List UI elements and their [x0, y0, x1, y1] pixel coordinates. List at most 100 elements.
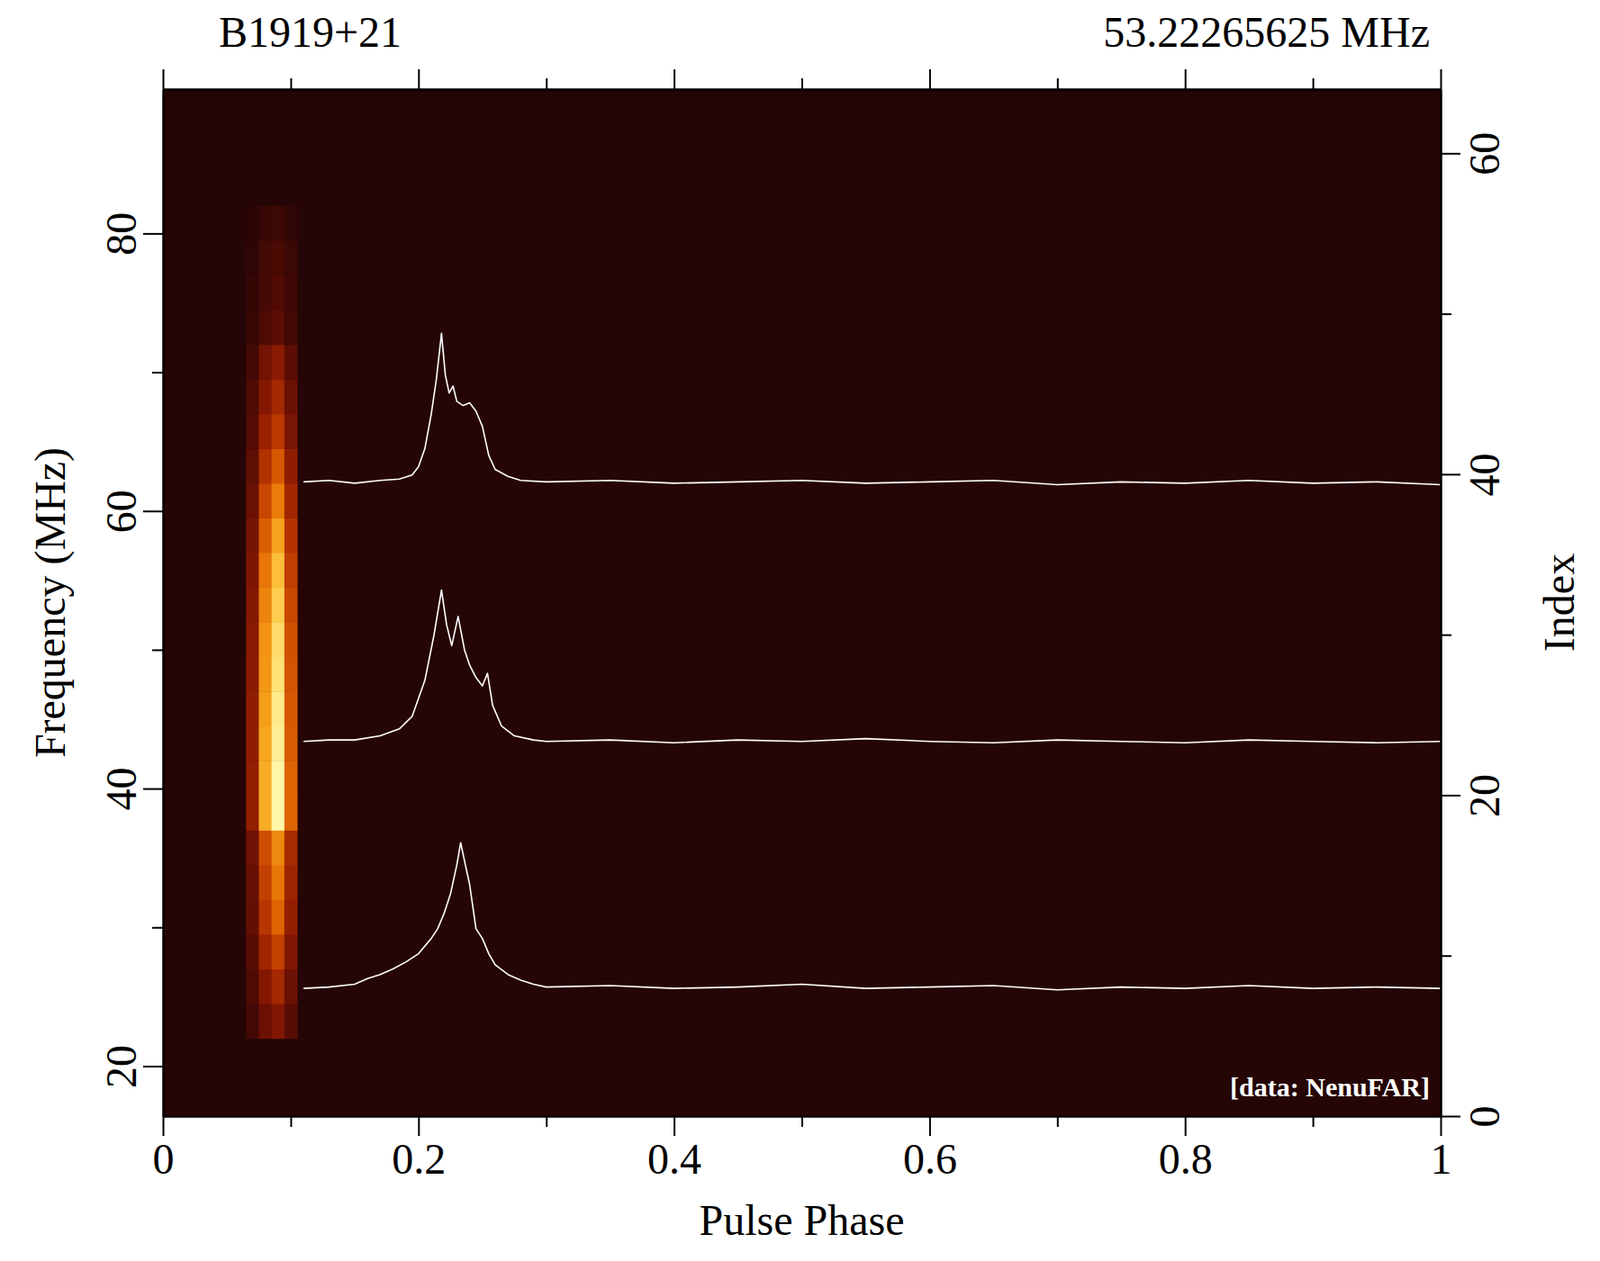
heatmap-cell: [271, 309, 286, 345]
heatmap-cell: [284, 379, 299, 415]
tick-mark: [1440, 69, 1443, 90]
tick-mark: [289, 78, 292, 90]
tick-mark: [1184, 69, 1187, 90]
heatmap-cell: [245, 622, 260, 658]
axis-line: [1440, 90, 1443, 1118]
heatmap-cell: [271, 726, 286, 762]
tick: [802, 1116, 804, 1128]
tick: [1312, 1116, 1314, 1128]
heatmap-cell: [284, 552, 299, 588]
plot-background: [162, 89, 1441, 1117]
tick: 0.6: [903, 1116, 958, 1184]
tick-mark: [152, 649, 163, 651]
tick-mark: [417, 69, 420, 90]
heatmap-cell: [258, 240, 272, 276]
heatmap-cell: [284, 483, 299, 519]
heatmap-cell: [245, 760, 260, 796]
heatmap-cell: [271, 899, 286, 935]
tick-label: 0.4: [647, 1135, 702, 1184]
tick-mark: [1057, 78, 1059, 90]
tick: 40: [1440, 452, 1509, 497]
tick-label: 60: [97, 489, 145, 534]
tick-mark: [152, 927, 163, 930]
heatmap-cell: [284, 344, 299, 380]
heatmap-cell: [258, 1003, 272, 1040]
tick: [162, 69, 164, 90]
heatmap-cell: [245, 795, 260, 832]
tick: [152, 650, 163, 651]
heatmap-cell: [258, 969, 272, 1005]
tick-mark: [673, 69, 676, 90]
tick: 0: [153, 1116, 175, 1184]
tick-mark: [143, 510, 163, 513]
heatmap-cell: [245, 309, 260, 345]
heatmap-cell: [258, 483, 272, 519]
heatmap-cell: [245, 448, 260, 484]
tick: 0.2: [391, 1116, 446, 1184]
tick-mark: [1057, 1116, 1059, 1128]
plot-area: [162, 89, 1441, 1117]
heatmap-cell: [245, 587, 260, 624]
heatmap-cell: [284, 275, 299, 311]
tick-mark: [929, 69, 932, 90]
heatmap-cell: [245, 657, 260, 693]
heatmap-cell: [258, 517, 272, 553]
heatmap-cell: [284, 414, 299, 450]
tick: 80: [97, 212, 163, 256]
tick-mark: [162, 1116, 165, 1137]
tick: [546, 1116, 548, 1128]
tick: [1184, 69, 1186, 90]
tick: [1057, 1116, 1058, 1128]
heatmap-cell: [245, 969, 260, 1005]
profiles: [303, 333, 1441, 990]
heatmap-cell: [245, 206, 260, 242]
tick-mark: [673, 1116, 676, 1137]
pulse-profile: [303, 590, 1441, 744]
heatmap-cell: [258, 587, 272, 624]
tick-mark: [1440, 955, 1452, 958]
pulse-profile: [303, 842, 1441, 990]
chart: 00.20.40.60.81204060800204060B1919+2153.…: [0, 0, 1600, 1261]
heatmap-cell: [258, 379, 272, 415]
x-axis: 00.20.40.60.81: [153, 1116, 1453, 1184]
tick: [929, 69, 931, 90]
axis-line: [162, 90, 165, 1118]
heatmap-cell: [258, 657, 272, 693]
tick: [152, 372, 163, 374]
heatmap-cell: [271, 830, 286, 866]
tick: [290, 1116, 292, 1128]
tick: 1: [1430, 1116, 1453, 1184]
heatmap-cell: [258, 795, 272, 832]
heatmap-cell: [245, 726, 260, 762]
tick-mark: [143, 1066, 163, 1068]
heatmap-cell: [271, 448, 286, 484]
heatmap-cell: [271, 760, 286, 796]
tick: [802, 78, 804, 90]
heatmap-cell: [258, 622, 272, 658]
heatmap-cell: [258, 448, 272, 484]
heatmap-cell: [271, 517, 286, 553]
heatmap-cell: [245, 934, 260, 970]
tick-label: 1: [1430, 1135, 1453, 1184]
tick-mark: [1440, 313, 1452, 316]
heatmap: [245, 206, 298, 1040]
tick-mark: [143, 788, 163, 791]
heatmap-cell: [258, 414, 272, 450]
heatmap-cell: [245, 865, 260, 901]
heatmap-cell: [258, 899, 272, 935]
heatmap-cell: [284, 1003, 299, 1040]
tick-mark: [143, 233, 163, 236]
heatmap-cell: [271, 622, 286, 658]
heatmap-cell: [284, 969, 299, 1005]
tick: [1440, 956, 1452, 958]
tick-mark: [1440, 1116, 1443, 1137]
tick-mark: [1440, 1116, 1461, 1119]
tick-label: 40: [1460, 452, 1509, 497]
heatmap-cell: [245, 344, 260, 380]
heatmap-cell: [258, 552, 272, 588]
tick-label: 20: [97, 1045, 145, 1089]
heatmap-cell: [284, 691, 299, 727]
y2-axis-minor: [1440, 90, 1452, 1118]
heatmap-cell: [258, 691, 272, 727]
heatmap-cell: [284, 726, 299, 762]
